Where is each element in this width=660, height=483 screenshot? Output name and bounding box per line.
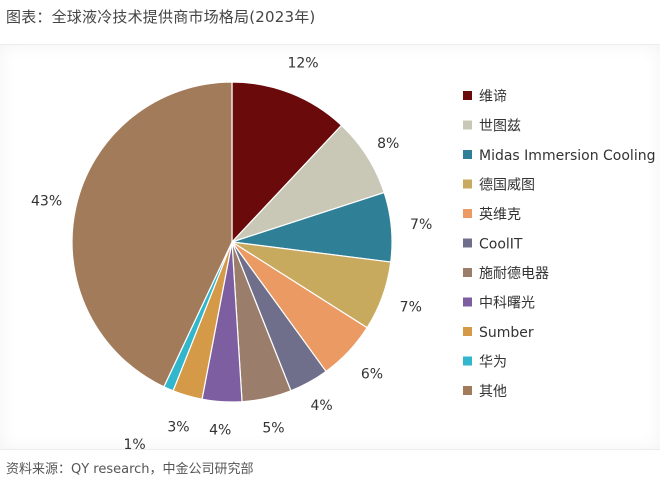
pie-data-label-1: 12% — [287, 56, 318, 72]
pie-slice-1 — [231, 81, 343, 244]
legend-swatch-1 — [463, 91, 472, 100]
source-note: 资料来源：QY research，中金公司研究部 — [6, 462, 254, 477]
legend-swatch-9 — [463, 327, 472, 336]
legend-label-9: Sumber — [479, 325, 534, 341]
legend-swatch-2 — [463, 120, 472, 130]
legend-swatch-10 — [463, 356, 472, 366]
pie-data-label-9: 3% — [167, 419, 189, 435]
pie-slice-11 — [71, 81, 233, 388]
legend-swatch-7 — [463, 268, 472, 277]
legend-label-2: 世图兹 — [479, 119, 521, 135]
chart-title: 图表：全球液冷技术提供商市场格局(2023年) — [6, 8, 316, 26]
pie-data-label-11: 43% — [31, 194, 62, 210]
legend-swatch-3 — [463, 150, 472, 159]
legend-label-6: CoolIT — [479, 237, 523, 253]
legend-swatch-4 — [463, 179, 472, 189]
legend-swatch-6 — [463, 238, 472, 248]
pie-data-label-2: 8% — [377, 136, 399, 152]
legend-label-10: 华为 — [479, 355, 507, 371]
pie-data-label-4: 7% — [400, 299, 422, 315]
legend-label-8: 中科曙光 — [479, 296, 535, 312]
pie-data-label-10: 1% — [124, 437, 146, 453]
legend-label-11: 其他 — [479, 384, 507, 400]
legend-swatch-5 — [463, 209, 472, 218]
pie-data-label-8: 4% — [209, 423, 231, 439]
pie-data-label-6: 4% — [310, 398, 332, 414]
pie-data-label-5: 6% — [361, 366, 383, 382]
pie-data-label-7: 5% — [262, 420, 284, 436]
legend-swatch-11 — [463, 386, 472, 395]
pie-data-label-3: 7% — [410, 217, 432, 233]
legend-label-3: Midas Immersion Cooling — [479, 148, 655, 164]
legend-label-4: 德国威图 — [479, 178, 535, 194]
legend-label-5: 英维克 — [479, 206, 521, 223]
legend-label-7: 施耐德电器 — [479, 266, 549, 282]
legend-label-1: 维谛 — [479, 88, 507, 105]
legend-swatch-8 — [463, 297, 472, 307]
